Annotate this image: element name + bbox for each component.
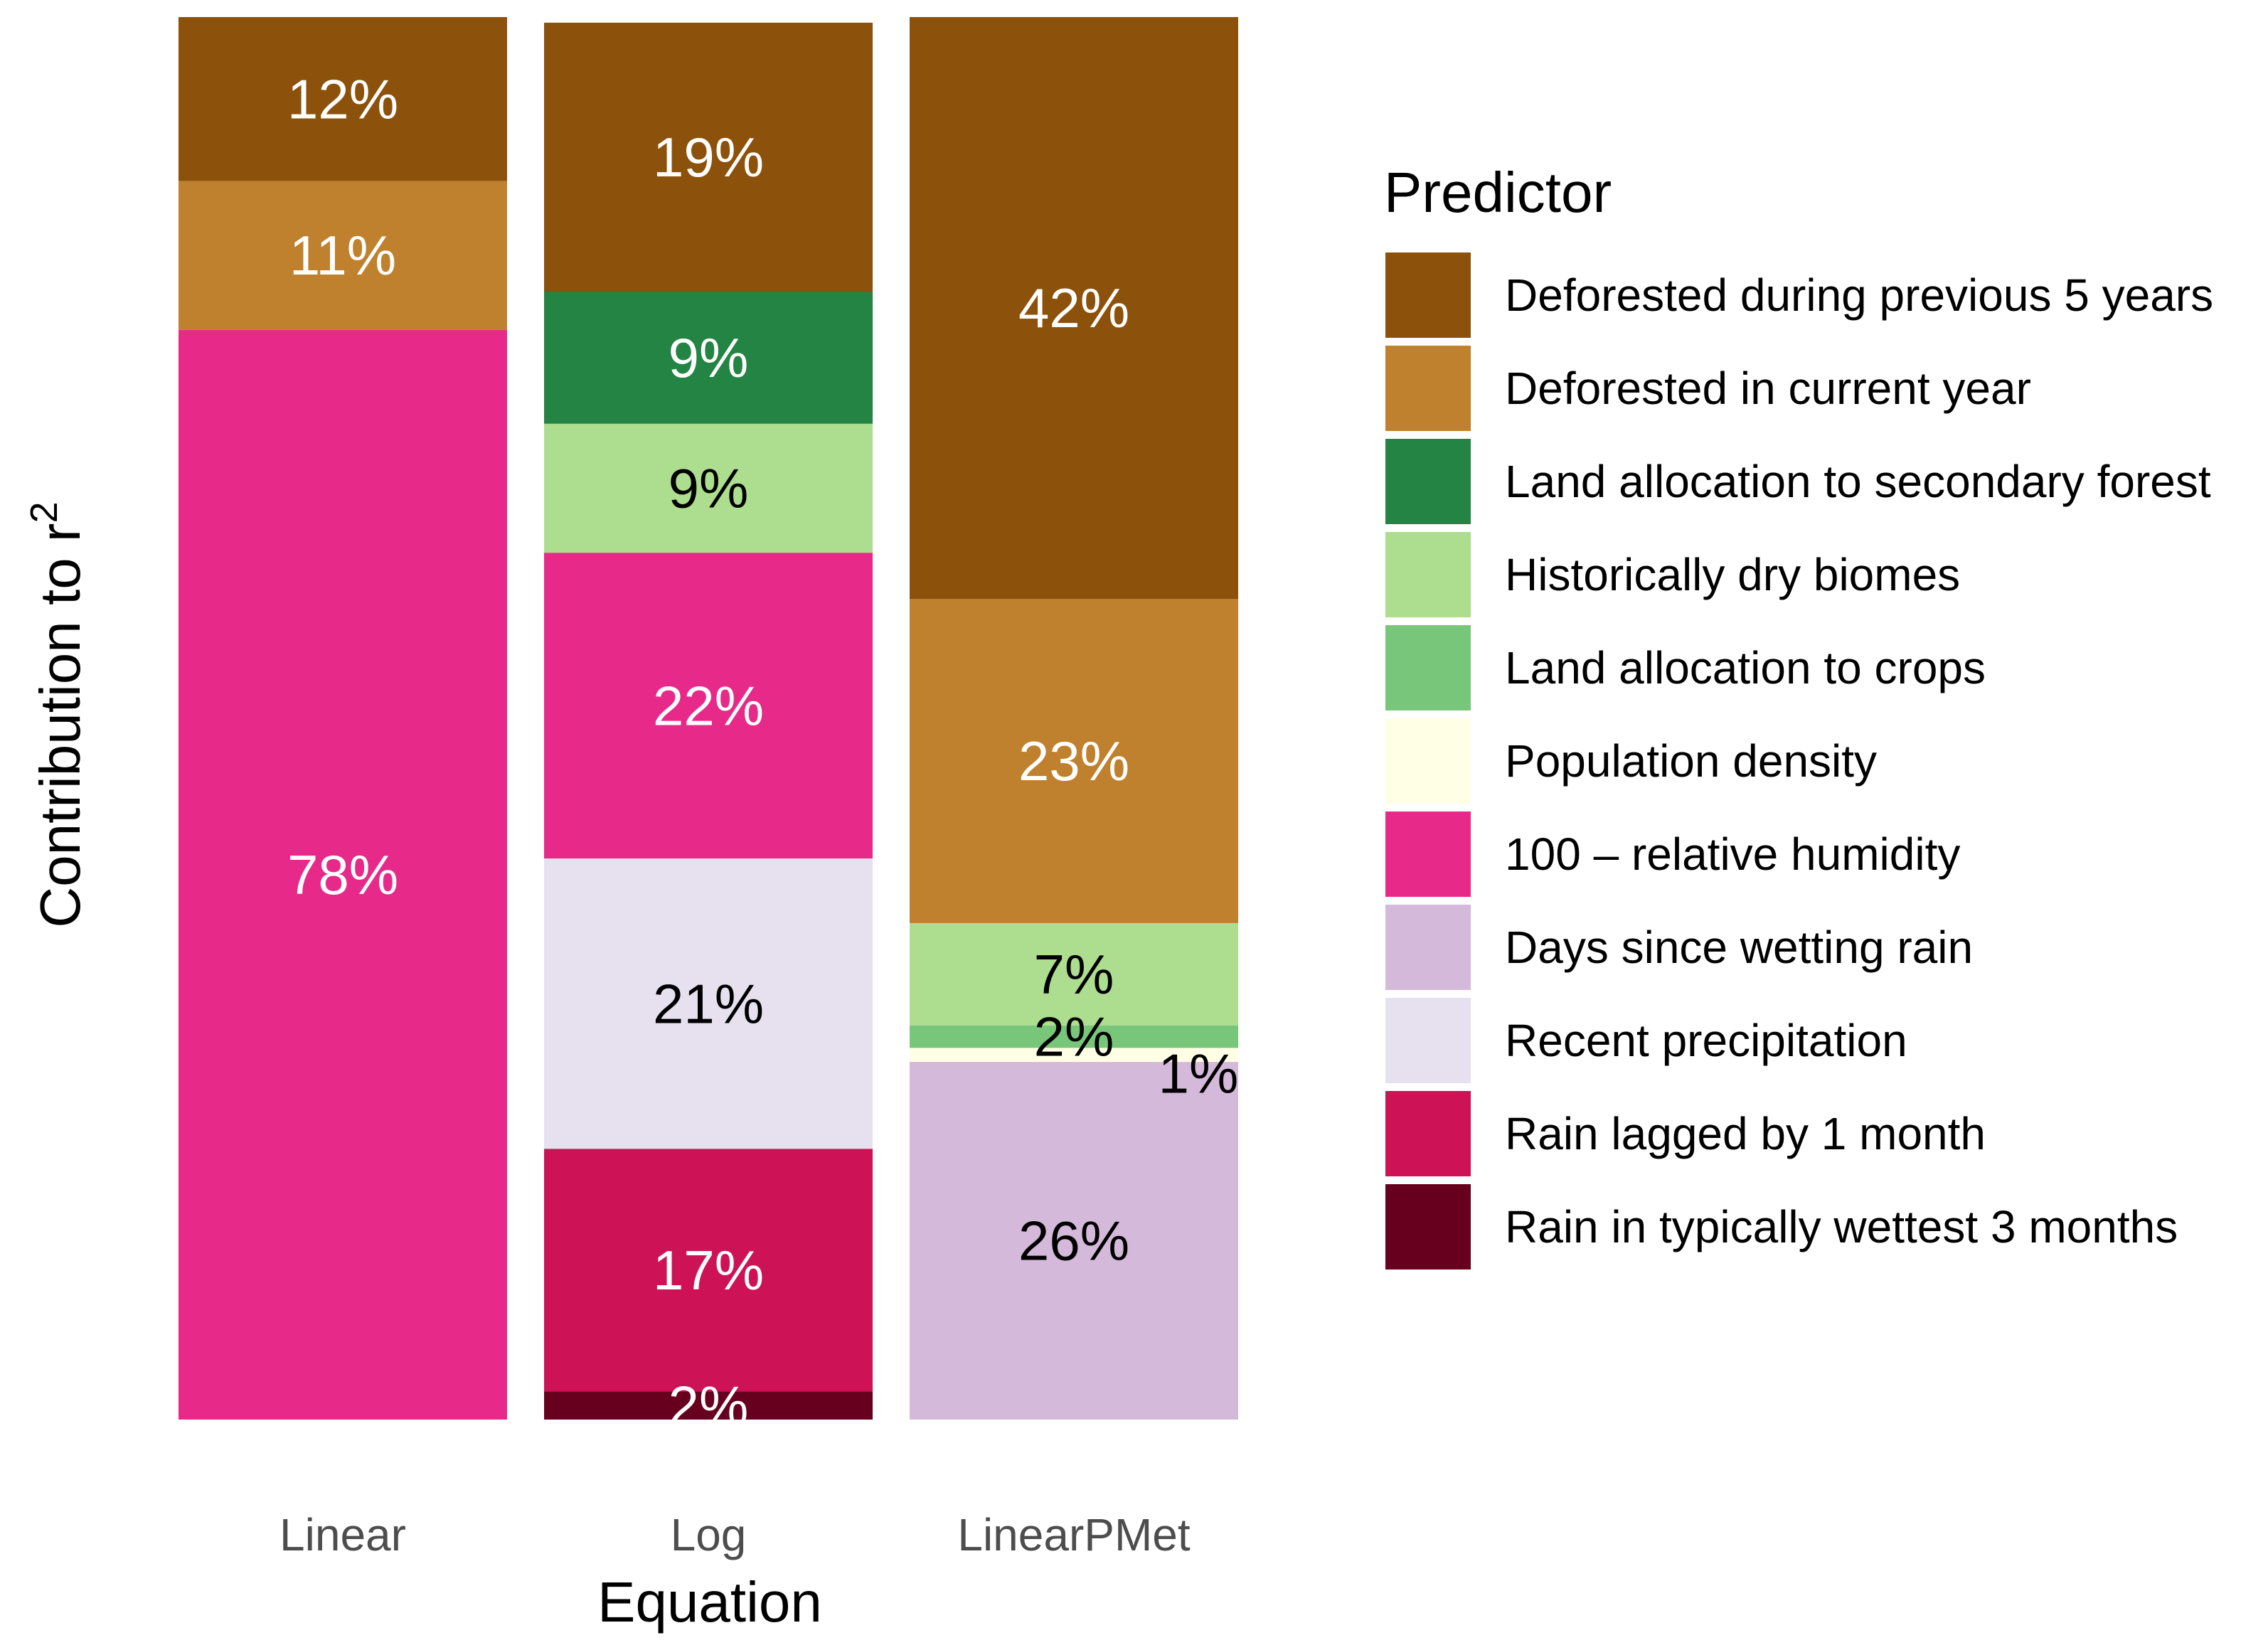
bar-segment-linearpmet-historically-dry-biomes: [910, 922, 1238, 1026]
legend-item-rain-in-typically-wettest-3-months: Rain in typically wettest 3 months: [1385, 1184, 2178, 1270]
bar-segment-label-linearpmet-deforested-during-previous-5-years: 42%: [1018, 277, 1129, 339]
bar-segment-linearpmet-deforested-during-previous-5-years: [910, 17, 1238, 600]
legend-label-deforested-during-previous-5-years: Deforested during previous 5 years: [1505, 270, 2213, 321]
legend-item-rain-lagged-by-1-month: Rain lagged by 1 month: [1385, 1091, 1986, 1176]
legend-swatch-recent-precipitation: [1385, 998, 1471, 1083]
legend-swatch-deforested-during-previous-5-years: [1385, 252, 1471, 338]
bar-segment-linear-deforested-in-current-year: [179, 181, 507, 330]
legend-title: Predictor: [1384, 161, 1612, 224]
legend-swatch-days-since-wetting-rain: [1385, 905, 1471, 990]
legend-swatch-deforested-in-current-year: [1385, 346, 1471, 431]
legend-item-land-allocation-to-crops: Land allocation to crops: [1385, 625, 1986, 710]
bar-segment-log-rain-in-typically-wettest-3-months: [544, 1391, 873, 1420]
x-tick-label-linearpmet: LinearPMet: [957, 1509, 1191, 1560]
legend-swatch-land-allocation-to-crops: [1385, 625, 1471, 710]
bar-segment-log-recent-precipitation: [544, 858, 873, 1149]
legend-label-land-allocation-to-secondary-forest: Land allocation to secondary forest: [1505, 456, 2211, 507]
x-tick-labels: Linear Log LinearPMet: [279, 1509, 1191, 1560]
bar-segment-linear-100-relative-humidity: [179, 329, 507, 1420]
legend-item-days-since-wetting-rain: Days since wetting rain: [1385, 905, 1973, 990]
bar-segment-log-100-relative-humidity: [544, 553, 873, 859]
bar-segment-label-log-rain-lagged-by-1-month: 17%: [653, 1239, 764, 1302]
y-axis-title-text: Contribution to r: [28, 523, 92, 927]
bar-segment-linearpmet-land-allocation-to-crops: [910, 1025, 1238, 1048]
x-axis-title: Equation: [597, 1570, 822, 1634]
bar-segment-label-linear-deforested-during-previous-5-years: 12%: [287, 68, 398, 130]
bar-segment-label-log-recent-precipitation: 21%: [653, 972, 764, 1035]
bar-segment-label-log-land-allocation-to-secondary-forest: 9%: [669, 326, 749, 389]
y-axis-title-superscript: 2: [23, 501, 65, 523]
bar-segment-linearpmet-days-since-wetting-rain: [910, 1062, 1238, 1420]
bar-segment-label-linear-100-relative-humidity: 78%: [287, 843, 398, 906]
legend-label-historically-dry-biomes: Historically dry biomes: [1505, 549, 1960, 600]
bar-segment-label-linearpmet-historically-dry-biomes: 7%: [1034, 943, 1114, 1006]
legend-label-100-relative-humidity: 100 – relative humidity: [1505, 829, 1960, 880]
legend-swatch-historically-dry-biomes: [1385, 532, 1471, 617]
legend-item-historically-dry-biomes: Historically dry biomes: [1385, 532, 1960, 617]
legend-label-land-allocation-to-crops: Land allocation to crops: [1505, 642, 1986, 693]
legend-swatch-land-allocation-to-secondary-forest: [1385, 439, 1471, 524]
legend-item-deforested-in-current-year: Deforested in current year: [1385, 346, 2031, 431]
legend-item-100-relative-humidity: 100 – relative humidity: [1385, 811, 1960, 897]
legend-label-rain-in-typically-wettest-3-months: Rain in typically wettest 3 months: [1505, 1201, 2178, 1252]
x-tick-label-log: Log: [671, 1509, 747, 1560]
legend-swatch-100-relative-humidity: [1385, 811, 1471, 897]
legend-item-land-allocation-to-secondary-forest: Land allocation to secondary forest: [1385, 439, 2211, 524]
legend-label-rain-lagged-by-1-month: Rain lagged by 1 month: [1505, 1108, 1986, 1159]
bar-segment-label-log-100-relative-humidity: 22%: [653, 674, 764, 737]
bar-segment-label-linearpmet-land-allocation-to-crops: 2%: [1034, 1006, 1114, 1068]
y-axis-title: Contribution to r2: [23, 501, 92, 927]
bar-segment-label-log-rain-in-typically-wettest-3-months: 2%: [669, 1374, 749, 1437]
bar-segment-log-rain-lagged-by-1-month: [544, 1149, 873, 1392]
legend-label-population-density: Population density: [1505, 735, 1877, 787]
legend-label-recent-precipitation: Recent precipitation: [1505, 1015, 1907, 1066]
legend-item-population-density: Population density: [1385, 718, 1877, 804]
bar-segment-label-log-historically-dry-biomes: 9%: [669, 457, 749, 520]
bar-segment-label-linearpmet-days-since-wetting-rain: 26%: [1018, 1210, 1129, 1272]
legend-swatch-rain-lagged-by-1-month: [1385, 1091, 1471, 1176]
bar-segment-log-deforested-during-previous-5-years: [544, 22, 873, 292]
bar-segment-log-land-allocation-to-secondary-forest: [544, 292, 873, 424]
legend-item-deforested-during-previous-5-years: Deforested during previous 5 years: [1385, 252, 2213, 338]
bar-segment-linear-deforested-during-previous-5-years: [179, 17, 507, 181]
legend-label-deforested-in-current-year: Deforested in current year: [1505, 363, 2031, 414]
segment-labels-layer: 12%11%78%19%9%9%22%21%17%2%42%23%7%2%1%2…: [287, 68, 1238, 1437]
legend-item-recent-precipitation: Recent precipitation: [1385, 998, 1907, 1083]
bar-segment-linearpmet-deforested-in-current-year: [910, 599, 1238, 923]
bar-segment-label-linearpmet-deforested-in-current-year: 23%: [1018, 730, 1129, 792]
legend-label-days-since-wetting-rain: Days since wetting rain: [1505, 922, 1973, 973]
x-tick-label-linear: Linear: [279, 1509, 406, 1560]
bar-segment-label-log-deforested-during-previous-5-years: 19%: [653, 126, 764, 188]
bar-segment-linearpmet-population-density: [910, 1048, 1238, 1063]
bar-segment-log-historically-dry-biomes: [544, 423, 873, 553]
bars-layer: [179, 17, 1238, 1420]
bar-segment-label-linear-deforested-in-current-year: 11%: [289, 224, 396, 287]
bar-segment-label-linearpmet-population-density: 1%: [1159, 1042, 1239, 1105]
legend: Deforested during previous 5 years Defore…: [1385, 252, 2213, 1270]
legend-swatch-rain-in-typically-wettest-3-months: [1385, 1184, 1471, 1270]
legend-swatch-population-density: [1385, 718, 1471, 804]
